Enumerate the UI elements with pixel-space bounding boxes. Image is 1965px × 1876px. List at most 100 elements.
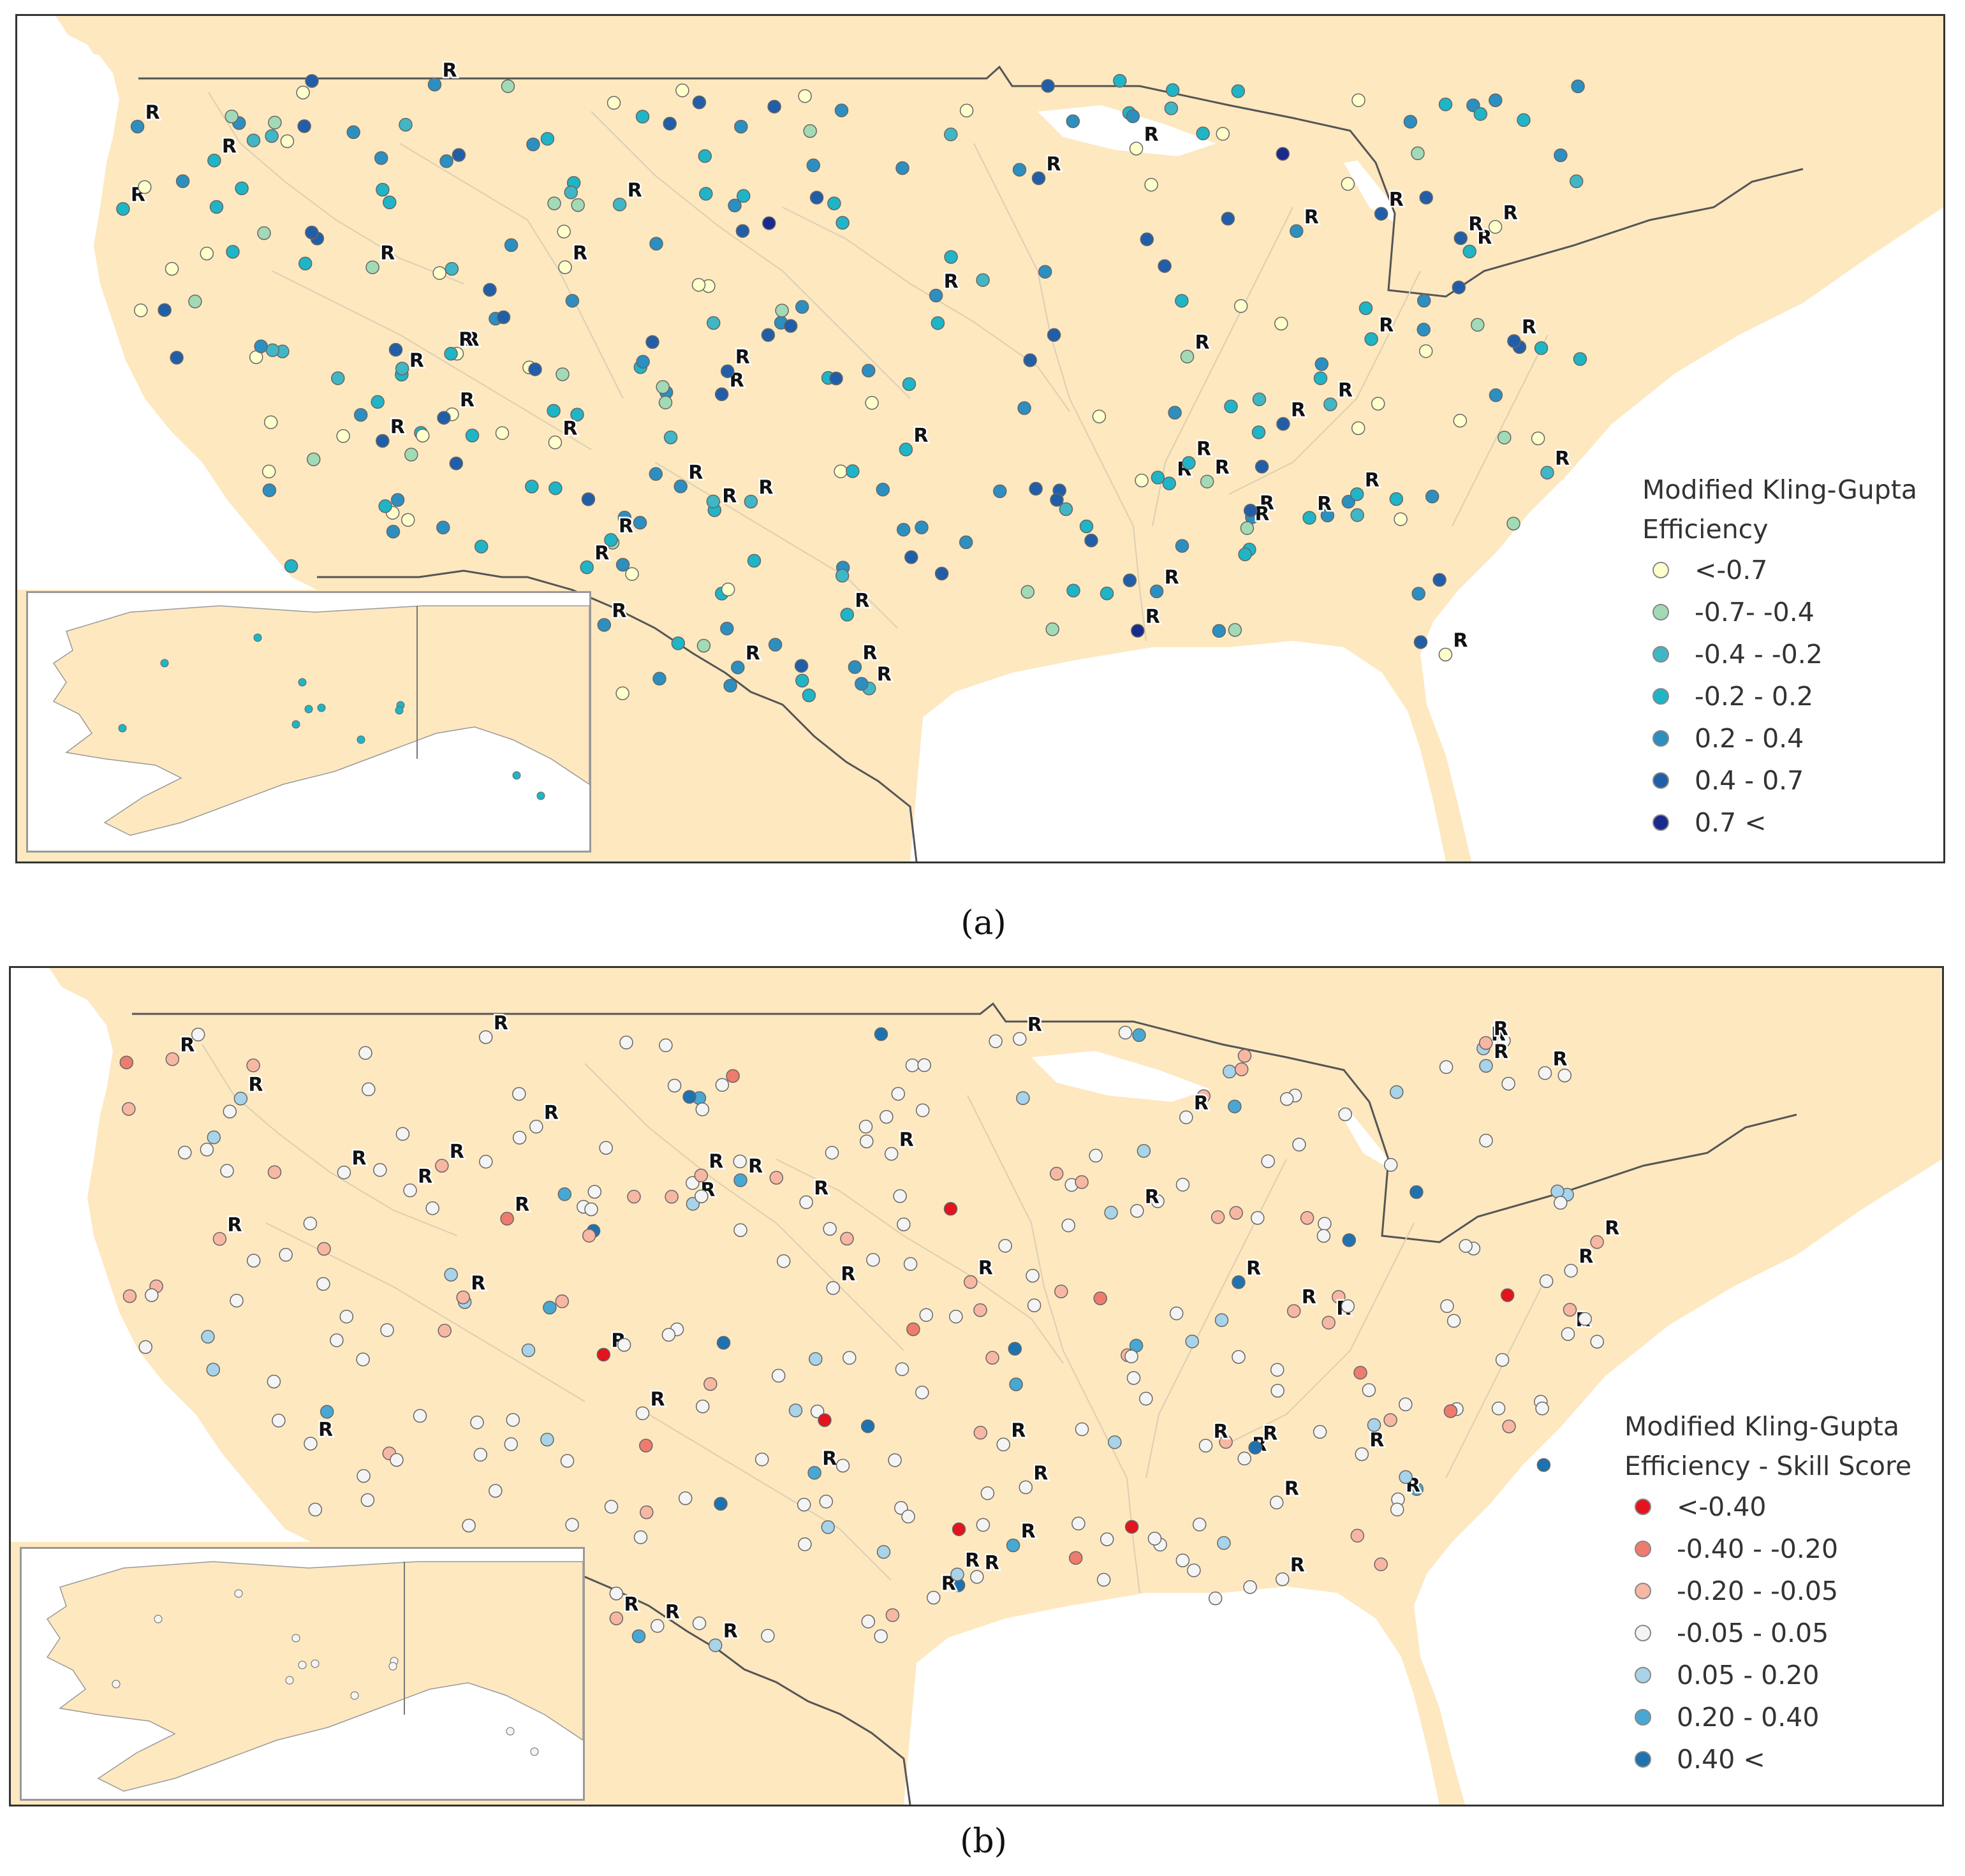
station-marker [858,1120,873,1134]
station-marker [876,483,890,497]
station-marker [615,557,630,572]
station-marker [580,560,594,575]
station-marker [635,1406,650,1421]
station-marker [374,151,388,165]
reservoir-marker: R [1284,1477,1299,1500]
station-marker [224,109,239,124]
reservoir-marker: R [814,1177,828,1199]
station-marker [1066,583,1080,597]
station-marker [130,119,145,134]
reservoir-marker: R [1494,1018,1508,1041]
station-marker [376,182,390,197]
station-marker [1318,1217,1332,1231]
station-marker [976,273,990,287]
station-marker [1008,1342,1022,1356]
station-marker [257,226,271,240]
station-marker [1124,1520,1139,1534]
legend-swatch [1652,604,1669,620]
station-marker [526,137,540,152]
station-marker [1276,417,1290,431]
station-marker [874,1629,888,1643]
station-marker [714,1497,728,1511]
station-marker [1020,585,1035,599]
station-marker [425,1201,439,1215]
station-marker [175,174,190,188]
legend-label: -0.7- -0.4 [1695,597,1814,627]
station-marker [1399,1397,1413,1412]
station-marker [1237,1049,1252,1063]
station-marker [985,1351,999,1365]
reservoir-marker: R [1468,214,1483,236]
station-marker [980,1486,995,1500]
us-canada-border [132,1002,1797,1243]
legend-label: -0.05 - 0.05 [1677,1618,1829,1648]
station-marker [501,79,515,93]
station-marker [1144,177,1158,192]
station-marker [280,134,295,149]
station-marker [265,343,280,357]
station-marker [209,200,224,214]
station-marker [906,1322,920,1337]
station-marker [659,1038,673,1053]
station-marker [663,430,678,444]
station-marker [891,1087,906,1101]
reservoir-marker: R [1304,206,1319,228]
reservoir-marker: R [544,1102,559,1124]
station-marker [1270,1363,1284,1377]
station-marker [1261,1154,1275,1168]
station-marker [320,1405,334,1419]
inset-station-marker [350,1691,359,1700]
station-marker [235,181,249,196]
station-marker [512,1131,527,1145]
station-marker [1362,1383,1376,1397]
station-marker [188,295,202,309]
station-marker [1462,244,1476,259]
station-marker [609,1611,624,1625]
station-marker [308,1502,323,1517]
station-marker [1358,301,1373,316]
station-marker [1130,1204,1144,1218]
station-marker [390,1453,404,1467]
station-marker [1208,1591,1223,1606]
reservoir-marker: R [145,102,160,124]
inset-station-markers-a [118,633,545,800]
station-marker [699,187,713,201]
reservoir-marker: R [822,1448,837,1470]
station-marker [609,1587,624,1601]
station-marker [631,1629,646,1643]
reservoir-marker: R [723,1620,738,1643]
station-marker [1100,1532,1114,1546]
reservoir-marker: R [1263,1423,1277,1445]
station-marker [1016,1091,1030,1105]
station-marker [931,316,945,330]
station-marker [1196,126,1210,141]
station-marker [783,319,798,333]
station-marker [1139,1391,1153,1406]
station-marker [296,85,310,99]
station-marker [1231,84,1246,98]
station-marker [500,1212,514,1226]
reservoir-marker: R [1553,1048,1568,1071]
station-marker [846,464,860,478]
station-marker [337,1165,351,1180]
station-marker [1165,83,1180,98]
station-marker [261,464,276,479]
station-marker [1302,511,1316,525]
station-marker [733,1154,747,1169]
station-marker [495,426,510,440]
station-marker [360,1493,375,1507]
station-marker [1270,1384,1284,1398]
station-marker [207,1130,221,1145]
station-marker [528,362,542,376]
station-marker [1038,265,1052,279]
station-marker [1276,147,1290,161]
station-marker [1438,97,1453,112]
station-marker [1096,1572,1111,1587]
station-marker [893,1189,907,1203]
station-marker [1158,259,1172,273]
station-marker [1075,1175,1089,1189]
legend-item: -0.4 - -0.2 [1642,633,1917,675]
station-marker [835,569,850,583]
station-marker [835,216,850,230]
station-marker [720,364,735,378]
